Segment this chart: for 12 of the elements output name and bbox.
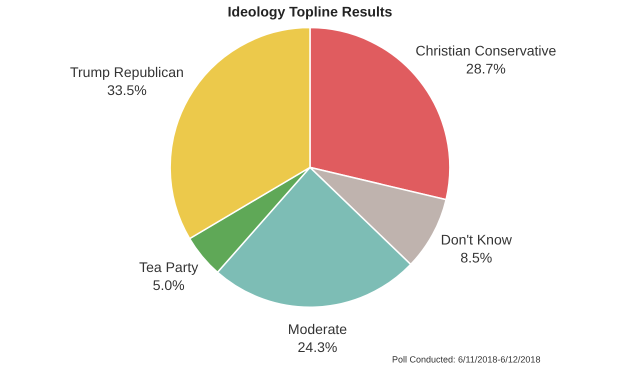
slice-label: Moderate: [288, 320, 348, 337]
slice-label: Tea Party: [139, 258, 198, 275]
slice-label: Don't Know: [440, 232, 513, 248]
data-label: 5.0%: [152, 276, 185, 293]
data-label: 24.3%: [298, 338, 338, 355]
data-label: 33.5%: [107, 82, 147, 98]
slice-label: Trump Republican: [70, 64, 184, 80]
chart-title: Ideology Topline Results: [228, 3, 393, 20]
text: Poll Conducted: 6/11/2018-6/12/2018: [392, 354, 540, 364]
slice-label: Christian Conservative: [415, 42, 557, 59]
data-label: 28.7%: [466, 60, 506, 77]
data-label: 8.5%: [460, 250, 492, 266]
